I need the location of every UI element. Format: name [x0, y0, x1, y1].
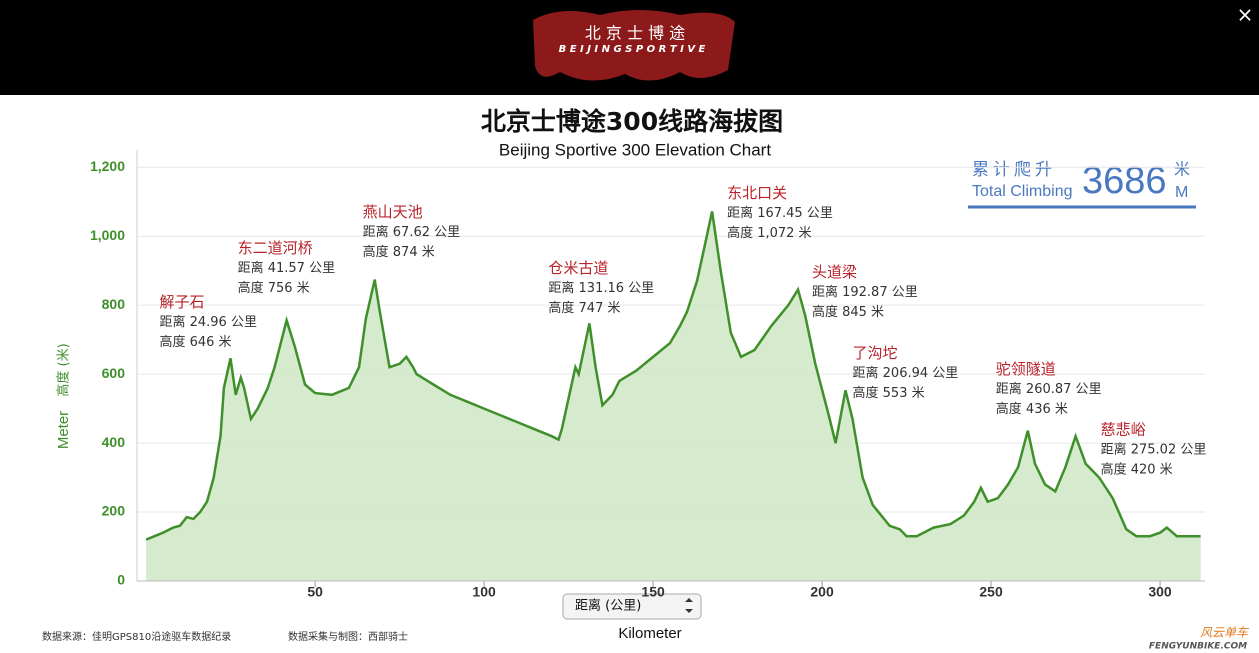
x-tick-label: 250: [979, 584, 1003, 600]
annotation-line: 高度 420 米: [1101, 462, 1173, 478]
y-tick-label: 1,000: [90, 227, 125, 243]
x-selector[interactable]: 距离 (公里): [562, 593, 702, 620]
annotation-line: 距离 260.87 公里: [996, 381, 1102, 397]
plot: 0 200 400 600 800 1,000 1,200 50 100 150 200 250 300…: [90, 150, 1206, 600]
logo-cn: 北 京 士 博 途: [585, 24, 685, 43]
annotation-line: 高度 1,072 米: [727, 225, 811, 241]
selector-box[interactable]: [562, 593, 702, 620]
annotation-title: 慈悲峪: [1101, 421, 1146, 439]
x-tick-label: 50: [307, 584, 323, 600]
annotation-line: 距离 131.16 公里: [548, 280, 654, 296]
annotation-title: 仓米古道: [548, 259, 608, 277]
annotation-title: 燕山天池: [363, 203, 423, 221]
annotation-title: 驼领隧道: [996, 360, 1056, 378]
annotation-line: 高度 747 米: [548, 300, 620, 316]
x-tick-label: 150: [641, 584, 665, 600]
annotation-line: 距离 206.94 公里: [853, 365, 959, 381]
annotation-title: 东北口关: [727, 184, 787, 202]
annotation-line: 高度 874 米: [363, 244, 435, 260]
y-tick-label: 200: [102, 503, 126, 519]
annotation-line: 高度 646 米: [159, 334, 231, 350]
x-tick-label: 300: [1148, 584, 1172, 600]
selector-text[interactable]: 距离 (公里): [575, 598, 641, 614]
y-tick-label: 0: [117, 572, 125, 588]
y-tick-label: 600: [102, 365, 126, 381]
annotation-line: 高度 845 米: [812, 304, 884, 320]
brand: 风云单车: [1200, 626, 1250, 640]
climb-value: 3686: [1082, 160, 1167, 202]
logo: [533, 10, 735, 81]
y-tick-label: 800: [102, 296, 126, 312]
annotation-line: 距离 167.45 公里: [727, 205, 833, 221]
area-fill: [146, 211, 1201, 581]
annotation-title: 解子石: [159, 293, 204, 311]
chart-title: 北京士博途300线路海拔图: [481, 107, 783, 136]
chart-subtitle: Beijing Sportive 300 Elevation Chart: [499, 140, 771, 159]
footer-source: 数据来源：佳明GPS810沿途驱车数据纪录: [42, 630, 231, 643]
annotation-line: 距离 67.62 公里: [363, 224, 460, 240]
annotation-line: 距离 192.87 公里: [812, 284, 918, 300]
annotation-line: 距离 41.57 公里: [238, 260, 335, 276]
x-label: Kilometer: [618, 625, 681, 642]
climb-cn: 累计爬升: [972, 160, 1056, 180]
climb-unit-cn: 米: [1174, 160, 1190, 179]
y-tick-label: 400: [102, 434, 126, 450]
climb-unit: M: [1175, 184, 1188, 201]
site: FENGYUNBIKE.COM: [1149, 642, 1247, 652]
y-label-cn: 高度 (米): [56, 343, 72, 396]
x-tick-label: 100: [472, 584, 496, 600]
annotation-line: 距离 275.02 公里: [1101, 442, 1207, 458]
annotation-title: 头道梁: [812, 263, 857, 281]
footer-author: 数据采集与制图：西部骑士: [288, 630, 408, 643]
selector-arrows[interactable]: [685, 598, 693, 613]
elevation-line: [145, 211, 1201, 541]
annotation-line: 高度 553 米: [853, 385, 925, 401]
climb-en: Total Climbing: [972, 183, 1072, 200]
annotation-title: 东二道河桥: [238, 239, 313, 257]
y-tick-label: 1,200: [90, 158, 125, 174]
x-tick-label: 200: [810, 584, 834, 600]
logo-en: B E I J I N G S P O R T I V E: [559, 44, 706, 55]
annotation-line: 距离 24.96 公里: [159, 314, 256, 330]
y-label: Meter: [55, 411, 72, 449]
close-button[interactable]: ×: [1237, 3, 1254, 27]
annotation-line: 高度 756 米: [238, 280, 310, 296]
annotation-line: 高度 436 米: [996, 401, 1068, 417]
total-climbing: 累计爬升 Total Climbing 3686 米 M: [968, 160, 1196, 209]
annotation-title: 了沟坨: [853, 344, 898, 362]
